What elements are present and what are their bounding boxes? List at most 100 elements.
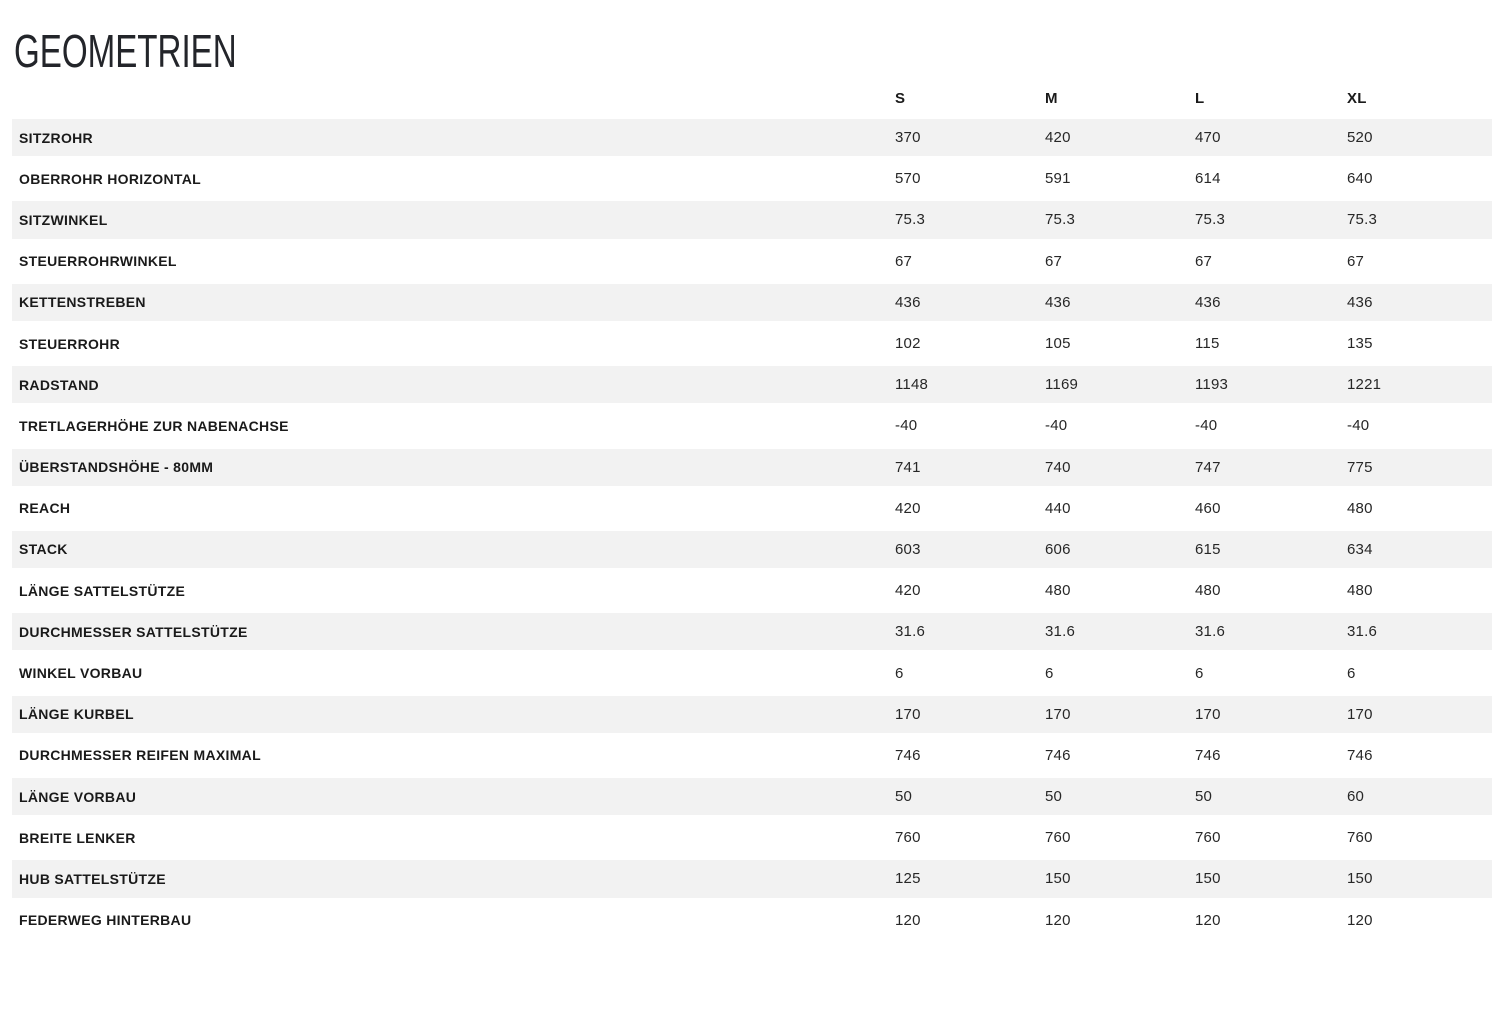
cell-value: -40 xyxy=(1045,405,1195,447)
cell-value: 747 xyxy=(1195,446,1347,488)
cell-value: 31.6 xyxy=(895,611,1045,653)
table-row: TRETLAGERHÖHE ZUR NABENACHSE -40 -40 -40… xyxy=(12,405,1492,447)
table-row: OBERROHR HORIZONTAL 570 591 614 640 xyxy=(12,158,1492,200)
table-row: STEUERROHR 102 105 115 135 xyxy=(12,322,1492,365)
cell-value: 135 xyxy=(1347,322,1492,365)
cell-value: 760 xyxy=(1347,817,1492,859)
table-row: KETTENSTREBEN 436 436 436 436 xyxy=(12,281,1492,323)
cell-value: 460 xyxy=(1195,487,1347,529)
cell-value: 436 xyxy=(1045,281,1195,323)
cell-value: 570 xyxy=(895,158,1045,200)
cell-value: 170 xyxy=(1195,693,1347,735)
cell-value: 67 xyxy=(1195,240,1347,282)
row-label: RADSTAND xyxy=(12,364,895,406)
cell-value: 480 xyxy=(1347,570,1492,612)
cell-value: 440 xyxy=(1045,487,1195,529)
cell-value: 6 xyxy=(1045,652,1195,694)
row-label: LÄNGE SATTELSTÜTZE xyxy=(12,570,895,612)
table-row: DURCHMESSER SATTELSTÜTZE 31.6 31.6 31.6 … xyxy=(12,611,1492,653)
cell-value: 67 xyxy=(1045,240,1195,282)
row-label: TRETLAGERHÖHE ZUR NABENACHSE xyxy=(12,405,895,447)
cell-value: 370 xyxy=(895,117,1045,159)
cell-value: 606 xyxy=(1045,528,1195,571)
table-row: DURCHMESSER REIFEN MAXIMAL 746 746 746 7… xyxy=(12,734,1492,776)
table-row: STEUERROHRWINKEL 67 67 67 67 xyxy=(12,240,1492,282)
cell-value: 170 xyxy=(1045,693,1195,735)
row-label: LÄNGE KURBEL xyxy=(12,693,895,735)
cell-value: 150 xyxy=(1045,858,1195,900)
row-label: FEDERWEG HINTERBAU xyxy=(12,899,895,941)
row-label: BREITE LENKER xyxy=(12,817,895,859)
cell-value: 75.3 xyxy=(1195,199,1347,241)
table-row: FEDERWEG HINTERBAU 120 120 120 120 xyxy=(12,899,1492,941)
cell-value: 420 xyxy=(1045,117,1195,159)
cell-value: 591 xyxy=(1045,158,1195,200)
cell-value: 746 xyxy=(1195,734,1347,776)
cell-value: 75.3 xyxy=(895,199,1045,241)
cell-value: 170 xyxy=(895,693,1045,735)
row-label: STACK xyxy=(12,528,895,571)
size-header-row: S M L XL xyxy=(12,80,1492,117)
cell-value: 150 xyxy=(1195,858,1347,900)
cell-value: 50 xyxy=(1195,776,1347,818)
row-label: KETTENSTREBEN xyxy=(12,281,895,323)
cell-value: 746 xyxy=(895,734,1045,776)
row-label: DURCHMESSER SATTELSTÜTZE xyxy=(12,611,895,653)
cell-value: 50 xyxy=(895,776,1045,818)
cell-value: -40 xyxy=(895,405,1045,447)
row-label: WINKEL VORBAU xyxy=(12,652,895,694)
cell-value: 102 xyxy=(895,322,1045,365)
cell-value: 760 xyxy=(895,817,1045,859)
cell-value: 640 xyxy=(1347,158,1492,200)
cell-value: 31.6 xyxy=(1347,611,1492,653)
table-row: REACH 420 440 460 480 xyxy=(12,487,1492,529)
cell-value: 115 xyxy=(1195,322,1347,365)
cell-value: 6 xyxy=(895,652,1045,694)
cell-value: 120 xyxy=(1347,899,1492,941)
cell-value: 120 xyxy=(1045,899,1195,941)
cell-value: 760 xyxy=(1045,817,1195,859)
row-label: ÜBERSTANDSHÖHE - 80MM xyxy=(12,446,895,488)
cell-value: 1169 xyxy=(1045,364,1195,406)
table-row: LÄNGE VORBAU 50 50 50 60 xyxy=(12,776,1492,818)
cell-value: 436 xyxy=(1195,281,1347,323)
cell-value: 436 xyxy=(1347,281,1492,323)
cell-value: 615 xyxy=(1195,528,1347,571)
cell-value: 150 xyxy=(1347,858,1492,900)
cell-value: 125 xyxy=(895,858,1045,900)
cell-value: 75.3 xyxy=(1347,199,1492,241)
cell-value: 480 xyxy=(1195,570,1347,612)
cell-value: 614 xyxy=(1195,158,1347,200)
size-header-s: S xyxy=(895,90,906,107)
cell-value: 120 xyxy=(1195,899,1347,941)
cell-value: 634 xyxy=(1347,528,1492,571)
cell-value: 775 xyxy=(1347,446,1492,488)
table-row: LÄNGE SATTELSTÜTZE 420 480 480 480 xyxy=(12,570,1492,612)
row-label: DURCHMESSER REIFEN MAXIMAL xyxy=(12,734,895,776)
table-row: SITZWINKEL 75.3 75.3 75.3 75.3 xyxy=(12,199,1492,241)
table-row: ÜBERSTANDSHÖHE - 80MM 741 740 747 775 xyxy=(12,446,1492,488)
geometry-table: S M L XL SITZROHR 370 420 470 520 OBERRO… xyxy=(12,80,1492,941)
cell-value: 1193 xyxy=(1195,364,1347,406)
cell-value: 420 xyxy=(895,487,1045,529)
cell-value: 746 xyxy=(1045,734,1195,776)
table-row: STACK 603 606 615 634 xyxy=(12,528,1492,571)
row-label: SITZROHR xyxy=(12,117,895,159)
cell-value: 1148 xyxy=(895,364,1045,406)
size-header-spacer xyxy=(12,80,895,117)
table-row: BREITE LENKER 760 760 760 760 xyxy=(12,817,1492,859)
cell-value: 105 xyxy=(1045,322,1195,365)
cell-value: 67 xyxy=(1347,240,1492,282)
table-row: RADSTAND 1148 1169 1193 1221 xyxy=(12,364,1492,406)
cell-value: 520 xyxy=(1347,117,1492,159)
cell-value: 480 xyxy=(1045,570,1195,612)
cell-value: 436 xyxy=(895,281,1045,323)
table-row: LÄNGE KURBEL 170 170 170 170 xyxy=(12,693,1492,735)
cell-value: 6 xyxy=(1195,652,1347,694)
cell-value: 31.6 xyxy=(1195,611,1347,653)
cell-value: 603 xyxy=(895,528,1045,571)
cell-value: 50 xyxy=(1045,776,1195,818)
size-header-l: L xyxy=(1195,90,1205,107)
row-label: OBERROHR HORIZONTAL xyxy=(12,158,895,200)
size-header-xl: XL xyxy=(1347,90,1367,107)
